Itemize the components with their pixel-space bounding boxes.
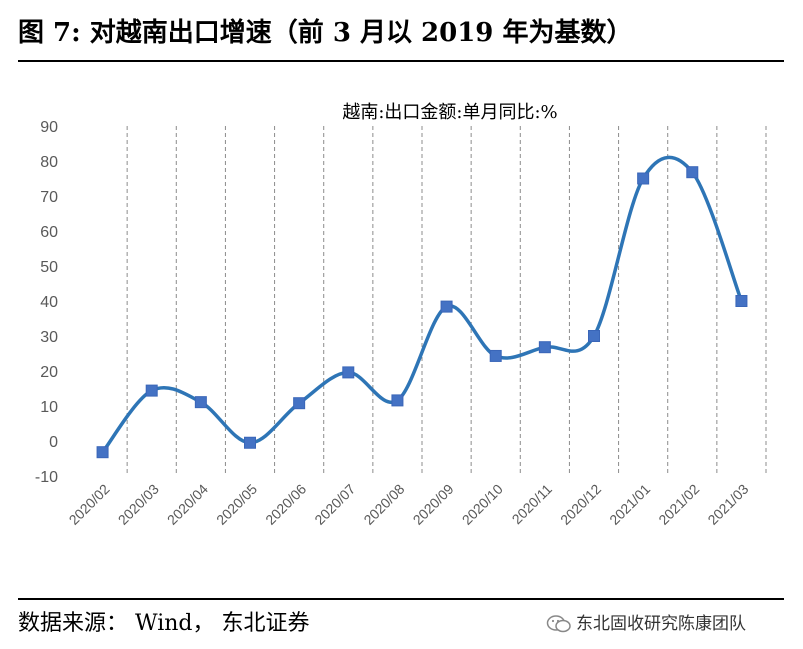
y-tick-label: 0 bbox=[49, 434, 58, 451]
x-tick-label: 2020/10 bbox=[459, 481, 506, 528]
x-tick-label: 2020/09 bbox=[410, 481, 457, 528]
y-axis-ticks: 90 80 70 60 50 40 30 20 10 0 -10 bbox=[35, 119, 58, 486]
x-tick-label: 2020/07 bbox=[311, 481, 358, 528]
series-group bbox=[96, 155, 748, 459]
x-axis-ticks: 2020/02 2020/03 2020/04 2020/05 2020/06 2020/… bbox=[66, 481, 752, 528]
x-tick-label: 2020/06 bbox=[262, 481, 309, 528]
x-tick-label: 2021/01 bbox=[606, 481, 653, 528]
x-tick-label: 2020/03 bbox=[115, 481, 162, 528]
data-source: 数据来源： Wind， 东北证券 bbox=[18, 611, 310, 636]
x-tick-label: 2020/05 bbox=[213, 481, 260, 528]
y-tick-label: 80 bbox=[40, 154, 58, 171]
data-point bbox=[588, 330, 600, 342]
x-tick-label: 2020/12 bbox=[557, 481, 604, 528]
y-tick-label: 20 bbox=[40, 364, 58, 381]
x-tick-label: 2020/04 bbox=[164, 481, 211, 528]
data-point bbox=[96, 446, 109, 459]
x-tick-label: 2021/02 bbox=[655, 481, 702, 528]
x-tick-label: 2020/08 bbox=[360, 481, 407, 528]
wechat-icon bbox=[546, 615, 571, 633]
y-tick-label: 60 bbox=[40, 224, 58, 241]
data-point bbox=[145, 384, 158, 397]
data-point bbox=[293, 397, 306, 410]
figure-title: 图 7: 对越南出口增速（前 3 月以 2019 年为基数） bbox=[18, 18, 633, 48]
y-tick-label: 90 bbox=[40, 119, 58, 136]
data-point bbox=[342, 366, 355, 379]
y-tick-label: -10 bbox=[35, 469, 58, 486]
line-chart: 越南:出口金额:单月同比:% 90 80 70 60 50 40 30 20 10 0 -10 20… bbox=[35, 102, 767, 528]
bottom-rule bbox=[18, 598, 784, 600]
x-tick-label: 2021/03 bbox=[704, 481, 751, 528]
data-point bbox=[637, 172, 650, 185]
y-tick-label: 40 bbox=[40, 294, 58, 311]
top-rule bbox=[18, 60, 784, 62]
y-tick-label: 10 bbox=[40, 399, 58, 416]
data-point bbox=[538, 341, 551, 354]
y-tick-label: 70 bbox=[40, 189, 58, 206]
data-point bbox=[686, 166, 699, 179]
y-tick-label: 50 bbox=[40, 259, 58, 276]
watermark-text: 东北固收研究陈康团队 bbox=[576, 614, 746, 634]
x-tick-label: 2020/11 bbox=[509, 481, 556, 528]
vertical-gridlines bbox=[126, 126, 767, 476]
data-point bbox=[489, 349, 502, 362]
data-point bbox=[194, 396, 207, 409]
y-tick-label: 30 bbox=[40, 329, 58, 346]
data-point bbox=[391, 394, 404, 407]
data-point bbox=[440, 300, 453, 313]
x-tick-label: 2020/02 bbox=[66, 481, 113, 528]
watermark: 东北固收研究陈康团队 bbox=[546, 604, 746, 644]
chart-title: 越南:出口金额:单月同比:% bbox=[342, 102, 557, 123]
data-point bbox=[244, 436, 256, 449]
data-point bbox=[735, 295, 748, 307]
